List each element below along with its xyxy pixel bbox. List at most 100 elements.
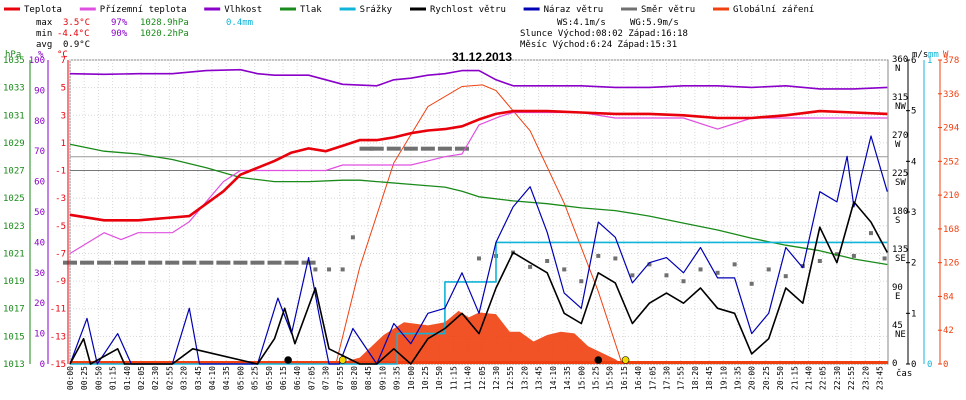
sun-moon-marker xyxy=(594,356,603,364)
legend-label-1: Přízemní teplota xyxy=(100,5,187,15)
x-tick-label: 06:15 xyxy=(279,366,288,390)
wind-gust-line xyxy=(69,135,888,365)
stats-max-label: max xyxy=(36,18,53,28)
x-tick-label: 18:20 xyxy=(691,366,700,390)
unit-time: čas xyxy=(896,368,912,379)
wind-direction-point xyxy=(131,260,146,265)
x-tick-label: 17:55 xyxy=(677,366,686,390)
x-tick-label: 08:45 xyxy=(364,366,373,390)
wind-direction-point xyxy=(313,267,318,272)
x-tick-label: 20:50 xyxy=(776,366,785,390)
stats-min-press: 1020.2hPa xyxy=(140,29,189,39)
x-tick-label: 19:35 xyxy=(733,366,742,390)
wind-direction-point xyxy=(783,274,788,279)
x-tick-label: 13:45 xyxy=(535,366,544,390)
temperature-line xyxy=(69,109,888,222)
stats-moon: Měsíc Východ:6:24 Západ:15:31 xyxy=(520,40,677,50)
wind-direction-point xyxy=(664,273,669,278)
radiation-tick-label: 42 xyxy=(943,326,954,336)
wind-direction-point xyxy=(613,256,618,261)
sun-moon-marker xyxy=(284,356,292,364)
wind-direction-point xyxy=(63,260,77,265)
x-tick-label: 07:30 xyxy=(322,366,331,390)
wind-direction-point xyxy=(477,256,481,261)
wind-tick-label: 0 xyxy=(911,360,916,370)
x-tick-label: 12:30 xyxy=(492,366,501,390)
x-tick-label: 22:55 xyxy=(847,366,856,390)
x-tick-label: 03:20 xyxy=(180,366,189,390)
wind-speed-line xyxy=(69,201,889,365)
legend: Teplota Přízemní teplota Vlhkost Tlak Srážky… xyxy=(4,5,814,15)
axes-layer: 00:00 00:25 00:50 01:15 01:40 02:05 02:30 02:55… xyxy=(3,55,959,390)
legend-label-3: Tlak xyxy=(300,5,322,15)
direction-tick-dir: NE xyxy=(895,330,906,340)
unit-ms: m/s xyxy=(912,50,928,60)
x-tick-label: 10:50 xyxy=(435,366,444,390)
humidity-tick-label: 60 xyxy=(34,178,45,188)
direction-tick-label: 315 xyxy=(892,93,908,103)
stats-avg-label: avg xyxy=(36,40,52,50)
pressure-tick-label: 1021 xyxy=(3,249,25,259)
radiation-baseline xyxy=(70,361,888,364)
x-tick-label: 00:00 xyxy=(66,366,75,390)
x-tick-label: 06:40 xyxy=(293,366,302,390)
wind-direction-point xyxy=(369,146,384,151)
pressure-tick-label: 1013 xyxy=(3,360,25,370)
wind-direction-point xyxy=(596,253,601,258)
x-tick-label: 04:35 xyxy=(222,366,231,390)
wind-tick-label: 4 xyxy=(911,157,916,167)
temp-tick-label: -5 xyxy=(55,222,66,232)
x-tick-label: 22:05 xyxy=(819,366,828,390)
wind-direction-point xyxy=(327,267,332,272)
global-radiation-area xyxy=(335,310,623,364)
wind-direction-point xyxy=(182,260,197,265)
wind-tick-label: 6 xyxy=(911,56,916,66)
radiation-tick-label: 252 xyxy=(943,157,959,167)
humidity-tick-label: 10 xyxy=(34,330,45,340)
legend-label-6: Náraz větru xyxy=(544,5,604,15)
stats-avg-temp: 0.9°C xyxy=(63,40,90,50)
wind-direction-point xyxy=(749,281,754,286)
x-tick-label: 10:00 xyxy=(407,366,416,390)
wind-direction-point xyxy=(698,267,703,272)
stats-min-temp: -4.4°C xyxy=(57,29,90,39)
x-tick-label: 21:15 xyxy=(790,366,799,390)
x-tick-label: 12:05 xyxy=(478,366,487,390)
x-tick-label: 22:30 xyxy=(833,366,842,390)
wind-direction-point xyxy=(359,146,374,151)
humidity-tick-label: 90 xyxy=(34,86,45,96)
radiation-tick-label: 0 xyxy=(943,360,948,370)
wind-direction-point xyxy=(114,260,129,265)
direction-tick-dir: SW xyxy=(895,178,906,188)
stats-max-rain: 0.4mm xyxy=(226,18,253,28)
x-tick-label: 03:45 xyxy=(194,366,203,390)
wind-direction-point xyxy=(647,262,652,267)
wind-direction-point xyxy=(80,260,95,265)
stats-min-hum: 90% xyxy=(111,29,128,39)
temp-tick-label: 7 xyxy=(61,56,66,66)
unit-w: W xyxy=(943,50,949,60)
pressure-tick-label: 1025 xyxy=(3,194,25,204)
x-tick-label: 14:35 xyxy=(563,366,572,390)
x-tick-label: 11:15 xyxy=(449,366,458,390)
x-tick-label: 04:10 xyxy=(208,366,217,390)
x-tick-label: 17:05 xyxy=(648,366,657,390)
x-tick-label: 09:10 xyxy=(378,366,387,390)
temp-tick-label: -7 xyxy=(55,249,66,259)
temp-tick-label: 1 xyxy=(61,139,66,149)
humidity-tick-label: 80 xyxy=(34,117,45,127)
direction-tick-dir: N xyxy=(895,64,900,74)
wind-tick-label: 5 xyxy=(911,107,916,117)
direction-tick-label: 45 xyxy=(892,321,903,331)
radiation-tick-label: 294 xyxy=(943,124,959,134)
humidity-line xyxy=(69,68,888,90)
stats-max-temp: 3.5°C xyxy=(63,18,90,28)
x-tick-label: 02:30 xyxy=(151,366,160,390)
wind-tick-label: 1 xyxy=(911,309,916,319)
wind-direction-point xyxy=(528,264,533,269)
x-tick-label: 21:40 xyxy=(804,366,813,390)
wind-direction-point xyxy=(420,146,435,151)
direction-tick-label: 90 xyxy=(892,283,903,293)
